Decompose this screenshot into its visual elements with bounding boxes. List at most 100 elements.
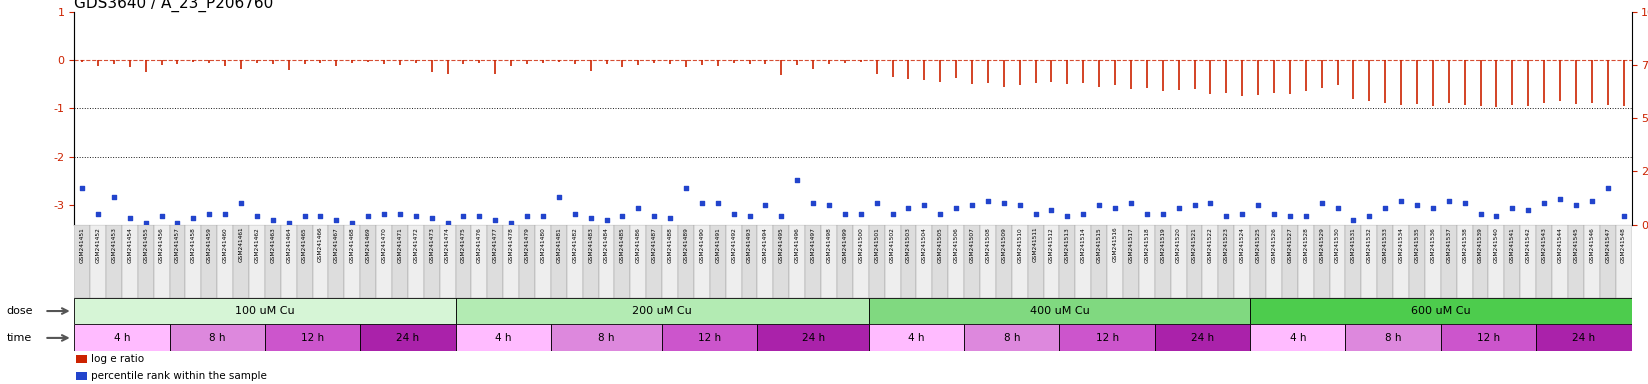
Bar [249, 225, 265, 298]
Point [1595, 185, 1622, 192]
Bar [265, 225, 280, 298]
Bar [455, 225, 471, 298]
Bar [1426, 225, 1440, 298]
Point [1500, 205, 1526, 211]
Bar [646, 225, 662, 298]
Text: GSM241463: GSM241463 [270, 227, 275, 263]
Text: GSM241468: GSM241468 [349, 227, 354, 263]
Text: GSM241466: GSM241466 [318, 227, 323, 262]
Bar [1234, 225, 1251, 298]
Point [1022, 211, 1048, 217]
Text: GSM241471: GSM241471 [397, 227, 402, 263]
Bar [1107, 225, 1122, 298]
Text: GSM241509: GSM241509 [1002, 227, 1007, 263]
Text: GSM241487: GSM241487 [651, 227, 656, 263]
Point [943, 205, 969, 211]
Bar [1440, 225, 1457, 298]
Point [1610, 213, 1636, 219]
Text: GSM241544: GSM241544 [1557, 227, 1562, 263]
Text: 12 h: 12 h [1477, 333, 1500, 343]
Point [1325, 205, 1351, 211]
Text: GSM241485: GSM241485 [620, 227, 625, 263]
Text: GSM241537: GSM241537 [1447, 227, 1452, 263]
Point [69, 185, 96, 192]
Point [244, 213, 270, 219]
Point [1103, 205, 1129, 211]
Text: GSM241493: GSM241493 [747, 227, 751, 263]
Point [180, 215, 206, 221]
Point [450, 213, 476, 219]
Point [705, 200, 732, 207]
Text: 200 uM Cu: 200 uM Cu [633, 306, 692, 316]
Bar [1393, 225, 1409, 298]
Text: GSM241540: GSM241540 [1495, 227, 1500, 263]
Bar [854, 225, 868, 298]
Text: GSM241455: GSM241455 [143, 227, 148, 263]
Bar [1297, 225, 1313, 298]
Bar [916, 225, 933, 298]
Bar [662, 225, 677, 298]
Bar [1567, 225, 1584, 298]
Point [928, 211, 954, 217]
Point [1419, 205, 1445, 211]
Point [895, 205, 921, 211]
Point [354, 213, 381, 219]
Text: GSM241505: GSM241505 [938, 227, 943, 263]
Bar [424, 225, 440, 298]
Point [1165, 205, 1192, 211]
Text: 100 uM Cu: 100 uM Cu [236, 306, 295, 316]
Point [1261, 211, 1287, 217]
Bar [1266, 225, 1282, 298]
Bar [1313, 225, 1330, 298]
Bar [885, 225, 900, 298]
Point [610, 213, 636, 219]
Text: GSM241458: GSM241458 [191, 227, 196, 263]
Bar [280, 225, 297, 298]
Bar [1457, 225, 1473, 298]
Bar [218, 225, 232, 298]
Text: GSM241489: GSM241489 [684, 227, 689, 263]
Text: GSM241510: GSM241510 [1017, 227, 1022, 263]
Point [498, 219, 524, 225]
Bar [900, 225, 916, 298]
Text: GSM241516: GSM241516 [1112, 227, 1117, 262]
Point [577, 215, 603, 221]
Bar [471, 225, 488, 298]
Point [545, 194, 572, 200]
Point [387, 211, 414, 217]
Bar [1345, 225, 1361, 298]
Text: GSM241453: GSM241453 [112, 227, 117, 263]
Text: GSM241502: GSM241502 [890, 227, 895, 263]
Text: 4 h: 4 h [1289, 333, 1307, 343]
Bar [1409, 225, 1426, 298]
Bar [1251, 324, 1345, 351]
Text: time: time [7, 333, 31, 343]
Bar [742, 225, 758, 298]
Point [1086, 202, 1112, 209]
Text: 4 h: 4 h [908, 333, 925, 343]
Bar [677, 225, 694, 298]
Text: 4 h: 4 h [494, 333, 511, 343]
Text: 12 h: 12 h [699, 333, 722, 343]
Text: 24 h: 24 h [801, 333, 824, 343]
Bar [361, 225, 376, 298]
Point [847, 211, 873, 217]
Bar [265, 324, 361, 351]
Text: GSM241518: GSM241518 [1144, 227, 1149, 263]
Text: GSM241534: GSM241534 [1399, 227, 1404, 263]
Point [84, 211, 110, 217]
Text: GSM241546: GSM241546 [1589, 227, 1594, 263]
Bar [550, 225, 567, 298]
Point [514, 213, 541, 219]
Point [196, 211, 222, 217]
Text: GSM241526: GSM241526 [1272, 227, 1277, 263]
Point [1055, 213, 1081, 219]
Point [1467, 211, 1493, 217]
Point [593, 217, 620, 223]
Text: GSM241529: GSM241529 [1318, 227, 1323, 263]
Point [165, 219, 191, 225]
Point [1309, 200, 1335, 207]
Point [768, 213, 794, 219]
Bar [1536, 324, 1632, 351]
Point [529, 213, 555, 219]
